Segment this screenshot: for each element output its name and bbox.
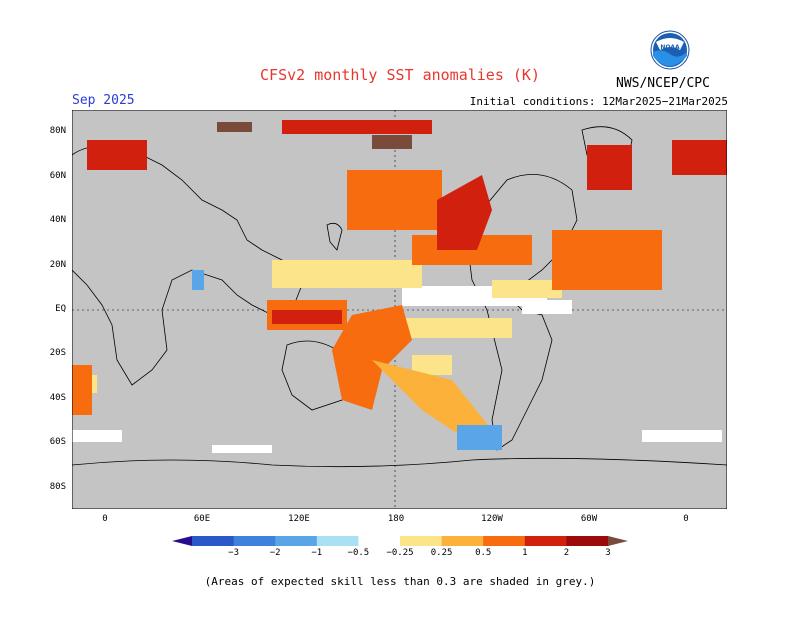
skill-footnote: (Areas of expected skill less than 0.3 a…: [204, 575, 596, 588]
colorbar-segment: [483, 536, 526, 546]
lon-label: 0: [683, 514, 689, 524]
colorbar-tick-label: −0.5: [348, 548, 370, 558]
colorbar-segment: [358, 536, 401, 546]
lon-label: 120W: [481, 514, 503, 524]
lat-label: 80S: [49, 482, 66, 492]
forecast-month: Sep 2025: [72, 93, 135, 108]
colorbar-segment: [400, 536, 443, 546]
colorbar-segment: [316, 536, 359, 546]
colorbar-tick-label: −0.25: [386, 548, 413, 558]
anomaly-patches: [72, 120, 727, 453]
noaa-logo: NOAA: [650, 30, 690, 70]
lat-label: 80N: [49, 126, 66, 136]
logo-text: NOAA: [660, 44, 680, 51]
lon-label: 0: [102, 514, 108, 524]
sst-anomaly-map: [72, 110, 727, 509]
colorbar-segment: [275, 536, 318, 546]
color-legend: −3 −2 −1 −0.5 −0.25 0.25 0.5 1 2 3: [172, 536, 628, 558]
lat-label: EQ: [55, 304, 66, 314]
lat-label: 20S: [49, 348, 66, 358]
colorbar-segment: [192, 536, 235, 546]
lon-label: 120E: [288, 514, 310, 524]
colorbar-segment: [233, 536, 276, 546]
colorbar-tick-label: −3: [228, 548, 239, 558]
colorbar-tick-label: 1: [522, 548, 527, 558]
lat-label: 60S: [49, 437, 66, 447]
colorbar-tick-label: 3: [605, 548, 610, 558]
lon-label: 60W: [580, 514, 598, 524]
map-title: CFSv2 monthly SST anomalies (K): [260, 66, 540, 84]
lat-label: 40S: [49, 393, 66, 403]
colorbar-max-arrow: [608, 536, 628, 546]
colorbar-tick-label: 0.5: [475, 548, 491, 558]
colorbar-tick-label: −2: [270, 548, 281, 558]
lat-label: 40N: [49, 215, 66, 225]
colorbar-min-arrow: [172, 536, 192, 546]
colorbar-tick-label: 2: [564, 548, 569, 558]
colorbar-tick-label: −1: [311, 548, 322, 558]
lon-label: 60E: [193, 514, 211, 524]
colorbar-segment: [566, 536, 609, 546]
colorbar-tick-label: 0.25: [431, 548, 453, 558]
colorbar-segment: [441, 536, 484, 546]
colorbar-segment: [524, 536, 567, 546]
initial-conditions: Initial conditions: 12Mar2025−21Mar2025: [469, 95, 728, 108]
agency-label: NWS/NCEP/CPC: [616, 76, 710, 91]
lat-label: 60N: [49, 171, 66, 181]
lat-label: 20N: [49, 260, 66, 270]
lon-label: 180: [387, 514, 405, 524]
